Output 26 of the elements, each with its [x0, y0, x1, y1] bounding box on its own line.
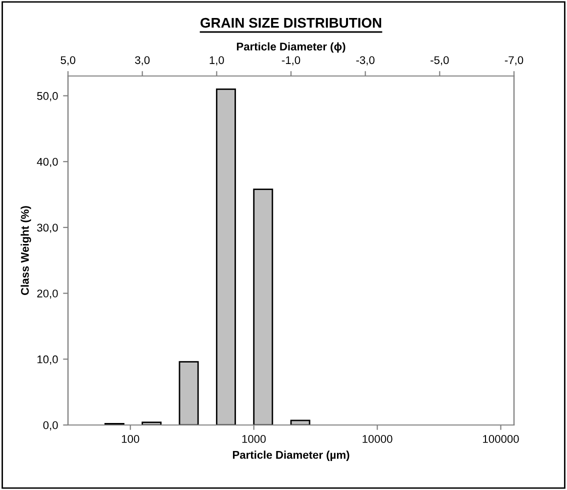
x2-tick-label: -7,0	[504, 56, 524, 66]
bar	[142, 422, 162, 425]
y-tick-label: 30,0	[37, 224, 58, 233]
x2-tick-label: -5,0	[430, 56, 449, 66]
x2-axis-title: Particle Diameter (ϕ)	[236, 42, 346, 53]
x-axis-title: Particle Diameter (µm)	[232, 450, 350, 461]
bar	[178, 361, 199, 425]
y-tick-label: 40,0	[36, 158, 58, 168]
bar	[290, 420, 310, 425]
x-tick-label: 100000	[483, 435, 519, 443]
x2-tick-label: 5,0	[60, 56, 76, 66]
y-tick-label: 50,0	[37, 92, 58, 102]
x2-tick-label: 1,0	[210, 56, 224, 66]
x2-tick-label: 3,0	[135, 56, 150, 66]
chart-title: GRAIN SIZE DISTRIBUTION	[200, 18, 382, 28]
x2-tick-label: -1,0	[282, 56, 300, 66]
x-tick-label: 10000	[362, 435, 392, 443]
y-tick-label: 20,0	[37, 290, 58, 299]
x-tick-label: 100	[122, 435, 140, 443]
x-tick-label: 1000	[242, 435, 266, 443]
y-tick-label: 10,0	[38, 355, 58, 365]
y-axis-title: Class Weight (%)	[20, 206, 32, 296]
y-tick-label: 0,0	[43, 421, 58, 430]
x2-tick-label: -3,0	[356, 56, 374, 66]
bar	[216, 88, 236, 425]
bar	[253, 188, 274, 425]
